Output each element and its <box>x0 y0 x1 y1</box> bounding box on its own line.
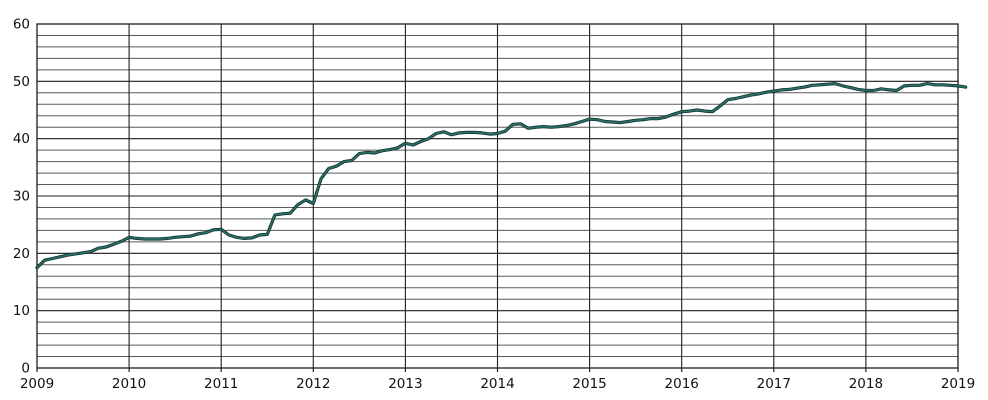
y-axis-label: 40 <box>13 131 30 147</box>
x-axis-label: 2015 <box>572 376 606 392</box>
x-axis-label: 2016 <box>665 376 699 392</box>
x-axis-label: 2011 <box>204 376 238 392</box>
y-axis-label: 30 <box>13 189 30 205</box>
y-axis-label: 20 <box>13 246 30 262</box>
y-axis-label: 0 <box>21 361 30 377</box>
x-axis-label: 2017 <box>757 376 791 392</box>
y-axis-label: 50 <box>13 74 30 90</box>
x-axis-label: 2014 <box>480 376 514 392</box>
y-axis-label: 60 <box>13 17 30 33</box>
x-axis-label: 2009 <box>20 376 54 392</box>
x-axis-label: 2012 <box>296 376 330 392</box>
data-line-edge <box>35 81 968 270</box>
x-axis-label: 2013 <box>388 376 422 392</box>
x-axis-label: 2019 <box>941 376 975 392</box>
data-line <box>36 82 967 269</box>
x-axis-label: 2018 <box>849 376 883 392</box>
x-axis-label: 2010 <box>112 376 146 392</box>
y-axis-label: 10 <box>13 303 30 319</box>
